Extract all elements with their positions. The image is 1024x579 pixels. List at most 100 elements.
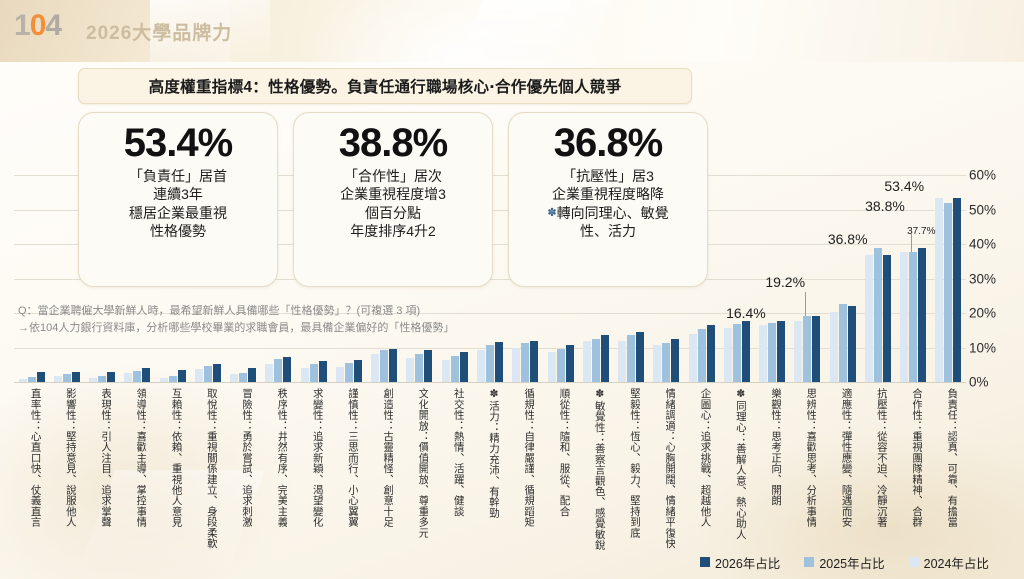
data-label: 38.8%	[865, 198, 905, 215]
bar-group	[508, 175, 543, 382]
note-line-question: Q：當企業聘僱大學新鮮人時，最希望新鮮人具備哪些「性格優勢」？(可複選 3 項)	[18, 305, 421, 317]
logo-digit-one: 1	[14, 9, 31, 42]
category-label: 抗壓性：從容不迫、冷靜沉著	[875, 388, 887, 528]
bar-group	[790, 175, 825, 382]
bar-y2026	[530, 340, 539, 382]
bar-y2026	[741, 320, 750, 382]
bar-group	[543, 175, 578, 382]
legend-label: 2026年占比	[715, 556, 781, 571]
y-axis-tick-label: 20%	[969, 305, 997, 321]
bar-y2024	[18, 378, 27, 382]
bar-group	[296, 175, 331, 382]
bar-y2024	[688, 333, 697, 382]
category-label: 互賴性：依賴、重視他人意見	[170, 388, 182, 528]
banner-text: 高度權重指標4：性格優勢。負責任通行職場核心‧合作優先個人競爭	[148, 79, 622, 96]
category-label: 思辨性：喜歡思考、分析事情	[805, 388, 817, 528]
logo-digit-four: 4	[45, 9, 62, 42]
bar-y2024	[53, 376, 62, 382]
asterisk-icon: ✽	[547, 206, 557, 219]
bar-y2026	[812, 315, 821, 382]
bar-group	[49, 175, 84, 382]
bar-y2026	[918, 248, 927, 382]
bar-y2026	[107, 371, 116, 382]
data-label: 37.7%	[907, 225, 936, 237]
bar-y2026	[565, 344, 574, 382]
category-label: 順從性：隨和、服從、配合	[558, 388, 570, 517]
bar-y2026	[600, 335, 609, 382]
bar-y2025	[380, 350, 389, 382]
bar-y2025	[450, 356, 459, 382]
bar-y2026	[777, 320, 786, 382]
category-label: 謹慎性：三思而行、小心翼翼	[346, 388, 358, 528]
data-label: 36.8%	[827, 231, 868, 248]
legend-swatch-icon	[804, 557, 815, 567]
category-label: 負責任：認真、可靠、有擔當	[946, 388, 958, 528]
stat-card-line: 穩居企業最重視	[129, 204, 227, 221]
stat-card-line: 個百分點	[364, 204, 421, 221]
bar-group	[578, 175, 613, 382]
bar-y2024	[124, 373, 133, 382]
bar-y2026	[847, 306, 856, 382]
bar-y2026	[389, 348, 398, 382]
category-label: 企圖心：追求挑戰、超越他人	[699, 388, 711, 528]
y-axis: 0% 10% 20% 30% 40% 50% 60%	[969, 168, 1024, 390]
bar-y2024	[476, 350, 485, 382]
bar-y2026	[953, 197, 962, 382]
bar-y2026	[71, 371, 80, 382]
bar-y2024	[441, 359, 450, 382]
bar-y2026	[882, 255, 891, 382]
category-label: 影響性：堅持意見、說服他人	[64, 388, 76, 528]
gridline	[14, 382, 966, 383]
category-label: ✽同理心：善解人意、熱心助人	[734, 388, 746, 540]
bar-group	[120, 175, 155, 382]
bar-y2026	[318, 361, 327, 382]
bar-y2024	[547, 352, 556, 382]
label-leader-line	[805, 291, 807, 316]
bar-group	[931, 175, 966, 382]
y-axis-tick-label: 50%	[969, 202, 997, 217]
stat-card-line: 「負責任」居首	[129, 168, 227, 184]
bar-group	[754, 175, 789, 382]
bar-y2024	[935, 197, 944, 382]
data-label: 16.4%	[726, 305, 766, 322]
legend-label: 2024年占比	[923, 556, 989, 571]
stat-card-line: 「抗壓性」居3	[562, 168, 654, 184]
bar-group	[331, 175, 366, 382]
logo-digit-zero: 0	[29, 9, 47, 42]
bar-y2026	[353, 359, 362, 382]
legend-item[interactable]: 2026年占比	[700, 553, 780, 572]
bar-group	[190, 175, 225, 382]
bar-group	[85, 175, 120, 382]
data-label: 19.2%	[765, 273, 806, 290]
bar-y2026	[142, 368, 151, 382]
category-label: 文化開放：價值開放、尊重多元	[417, 388, 429, 538]
bar-y2024	[300, 368, 309, 382]
bar-y2024	[406, 357, 415, 382]
bar-y2024	[159, 377, 168, 382]
stat-card-group: 53.4% 「負責任」居首 連續3年 穩居企業最重視 性格優勢 38.8% 「合作性」居次企…	[78, 112, 708, 287]
category-label: 合作性：重視團隊精神、合群	[911, 388, 923, 528]
bar-y2024	[265, 364, 274, 382]
stat-card: 53.4% 「負責任」居首 連續3年 穩居企業最重視 性格優勢	[78, 112, 278, 287]
stat-card-line: 性、活力	[580, 223, 636, 240]
bar-y2025	[556, 348, 565, 382]
legend-item[interactable]: 2024年占比	[908, 553, 989, 572]
bar-y2026	[177, 370, 186, 382]
bar-y2025	[203, 366, 212, 382]
category-label: 樂觀性：思考正向、開朗	[770, 388, 782, 506]
bar-group	[367, 175, 402, 382]
category-label: 表現性：引人注目、追求掌聲	[100, 388, 112, 528]
stat-card-percentage: 38.8%	[338, 121, 448, 165]
legend-item[interactable]: 2025年占比	[804, 553, 885, 572]
category-label: 社交性：熱情、活躍、健談	[452, 388, 464, 517]
bar-y2025	[344, 363, 353, 382]
bar-y2024	[371, 354, 380, 382]
bar-y2025	[98, 376, 107, 382]
note-line-method: →依104人力銀行資料庫，分析哪些學校畢業的求職會員，最具備企業偏好的「性格優勢…	[18, 321, 455, 334]
category-label: ✽敏覺性：善察言觀色、感覺敏銳	[593, 388, 605, 550]
bar-y2025	[591, 338, 600, 382]
category-label: 冒險性：勇於嘗試、追求刺激	[241, 388, 253, 528]
bar-y2024	[900, 251, 909, 382]
bar-group	[472, 175, 507, 382]
bar-y2025	[168, 375, 177, 382]
